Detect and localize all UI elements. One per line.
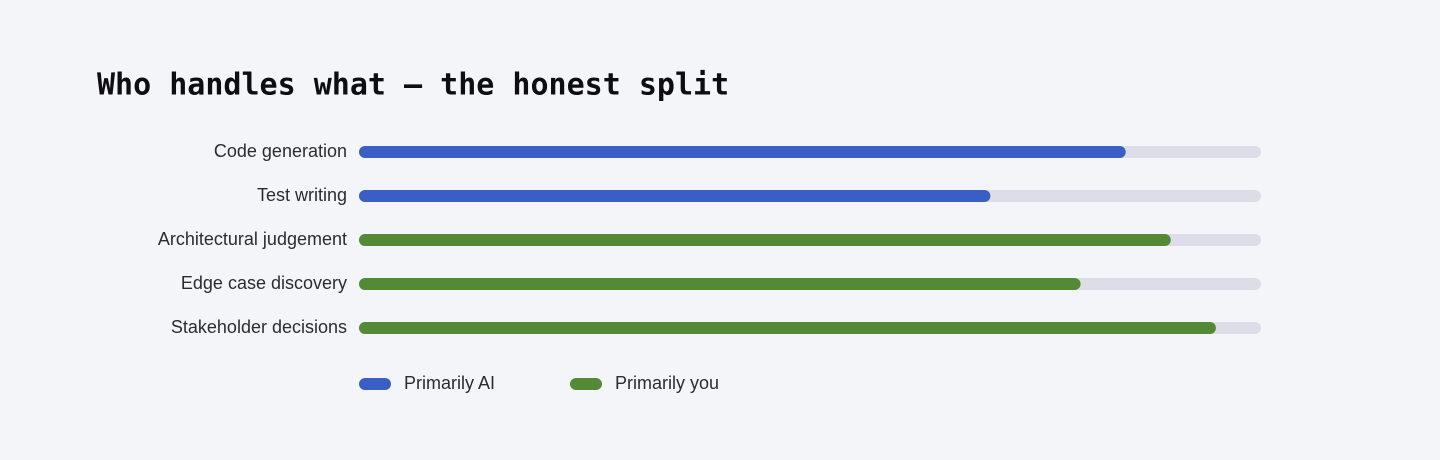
category-label: Test writing <box>257 185 347 205</box>
category-label: Code generation <box>214 141 347 161</box>
legend-swatch <box>570 378 602 390</box>
legend-label: Primarily you <box>615 373 719 393</box>
category-label: Edge case discovery <box>181 273 347 293</box>
bar <box>359 190 991 202</box>
bar <box>359 278 1081 290</box>
legend-label: Primarily AI <box>404 373 495 393</box>
category-label: Architectural judgement <box>158 229 347 249</box>
bar <box>359 234 1171 246</box>
bar <box>359 146 1126 158</box>
legend-swatch <box>359 378 391 390</box>
bar <box>359 322 1216 334</box>
chart-title: Who handles what — the honest split <box>97 68 729 103</box>
category-label: Stakeholder decisions <box>171 317 347 337</box>
